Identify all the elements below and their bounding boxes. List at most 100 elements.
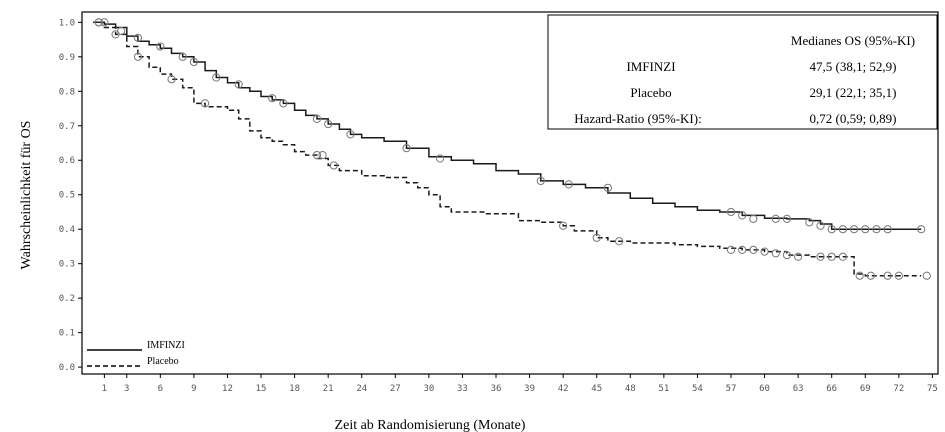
y-axis-ticks: 0.0 0.1 0.2 0.3 0.4 0.5 0.6 0.7 0.8 0.9 1.0 (59, 18, 82, 373)
stats-header-median: Medianes OS (95%-KI) (791, 33, 915, 48)
censor-mark-imfinzi (346, 130, 355, 139)
censor-mark-imfinzi (435, 154, 445, 163)
censor-mark-imfinzi (838, 225, 847, 234)
stats-table-box (547, 14, 938, 130)
x-tick-label: 18 (289, 384, 300, 394)
censor-mark-imfinzi (816, 221, 825, 230)
censor-mark-placebo (592, 233, 601, 242)
censor-mark-placebo (794, 252, 803, 261)
censor-mark-imfinzi (771, 214, 780, 223)
censor-mark-imfinzi (861, 225, 870, 234)
censor-mark-placebo (111, 30, 120, 39)
legend: IMFINZI Placebo (87, 340, 185, 367)
y-tick-label: 0.6 (59, 156, 75, 166)
plot-frame (81, 11, 939, 375)
x-tick-label: 42 (558, 384, 569, 394)
survival-curves (93, 21, 922, 277)
censor-mark-placebo (782, 250, 792, 260)
y-tick-label: 0.4 (59, 225, 75, 235)
censor-mark-placebo (133, 52, 143, 61)
x-tick-label: 36 (491, 384, 502, 394)
censor-mark-placebo (318, 150, 327, 160)
x-tick-label: 60 (759, 384, 770, 394)
x-tick-label: 27 (390, 384, 401, 394)
censor-mark-imfinzi (234, 80, 243, 89)
censor-marks (94, 18, 931, 280)
censor-mark-imfinzi (536, 176, 545, 186)
x-tick-label: 30 (423, 384, 434, 394)
censor-mark-imfinzi (603, 183, 613, 192)
x-tick-label: 24 (356, 384, 367, 394)
censor-mark-placebo (559, 221, 568, 230)
x-axis-title: Zeit ab Randomisierung (Monate) (335, 418, 526, 432)
censor-mark-imfinzi (827, 225, 836, 234)
x-tick-label: 75 (927, 384, 938, 394)
censor-mark-imfinzi (156, 42, 165, 51)
censor-mark-imfinzi (849, 225, 859, 234)
stats-row-imfinzi-label: IMFINZI (626, 59, 675, 74)
x-tick-label: 15 (256, 384, 267, 394)
x-tick-label: 63 (793, 384, 804, 394)
censor-mark-imfinzi (100, 18, 109, 27)
legend-label-placebo: Placebo (147, 356, 179, 367)
censor-mark-placebo (614, 237, 624, 246)
x-tick-label: 57 (726, 384, 737, 394)
censor-mark-imfinzi (872, 225, 881, 234)
y-tick-label: 0.5 (59, 191, 75, 201)
x-tick-label: 6 (158, 384, 163, 394)
x-tick-label: 12 (222, 384, 233, 394)
axes (81, 11, 939, 375)
censor-mark-imfinzi (782, 214, 792, 223)
x-tick-label: 54 (692, 384, 703, 394)
x-tick-label: 33 (457, 384, 468, 394)
censor-mark-imfinzi (805, 218, 814, 227)
x-tick-label: 1 (102, 384, 107, 394)
x-tick-label: 51 (658, 384, 669, 394)
censor-mark-placebo (738, 245, 747, 254)
censor-mark-imfinzi (726, 207, 736, 217)
censor-mark-placebo (167, 75, 176, 84)
censor-mark-placebo (329, 161, 338, 170)
censor-mark-placebo (866, 271, 875, 280)
y-tick-label: 0.2 (59, 294, 75, 304)
y-tick-label: 0.1 (59, 329, 75, 339)
legend-label-imfinzi: IMFINZI (147, 340, 185, 351)
censor-mark-imfinzi (564, 180, 573, 189)
censor-mark-placebo (726, 245, 736, 254)
x-tick-label: 72 (893, 384, 904, 394)
censor-mark-imfinzi (279, 99, 288, 108)
censor-mark-placebo (922, 271, 931, 280)
y-tick-label: 0.9 (59, 53, 75, 63)
censor-mark-placebo (760, 247, 769, 256)
censor-mark-imfinzi (312, 114, 322, 123)
censor-mark-imfinzi (402, 144, 411, 153)
censor-mark-imfinzi (268, 94, 277, 103)
x-tick-label: 66 (826, 384, 837, 394)
y-axis-title: Wahrscheinlichkeit für OS (19, 121, 34, 270)
censor-mark-imfinzi (738, 211, 747, 220)
censor-mark-imfinzi (212, 73, 221, 82)
x-tick-label: 21 (323, 384, 334, 394)
censor-mark-placebo (200, 99, 210, 108)
median-os-table: Medianes OS (95%-KI) IMFINZI 47,5 (38,1;… (547, 14, 938, 130)
censor-mark-placebo (816, 252, 825, 261)
x-tick-label: 69 (860, 384, 871, 394)
x-tick-label: 39 (524, 384, 535, 394)
censor-mark-placebo (312, 150, 322, 160)
censor-mark-imfinzi (749, 214, 758, 223)
x-tick-label: 48 (625, 384, 636, 394)
y-tick-label: 0.3 (59, 260, 75, 270)
censor-mark-placebo (838, 252, 847, 261)
censor-mark-placebo (771, 249, 780, 258)
censor-mark-imfinzi (324, 119, 333, 129)
censor-mark-placebo (827, 252, 836, 261)
censor-mark-imfinzi (133, 33, 143, 42)
stats-row-hazard-label: Hazard-Ratio (95%-KI): (574, 111, 701, 126)
y-tick-label: 1.0 (59, 18, 75, 28)
censor-mark-imfinzi (917, 225, 926, 234)
censor-mark-imfinzi (883, 225, 892, 234)
y-tick-label: 0.8 (59, 87, 75, 97)
censor-mark-imfinzi (189, 57, 198, 67)
x-tick-label: 9 (191, 384, 196, 394)
